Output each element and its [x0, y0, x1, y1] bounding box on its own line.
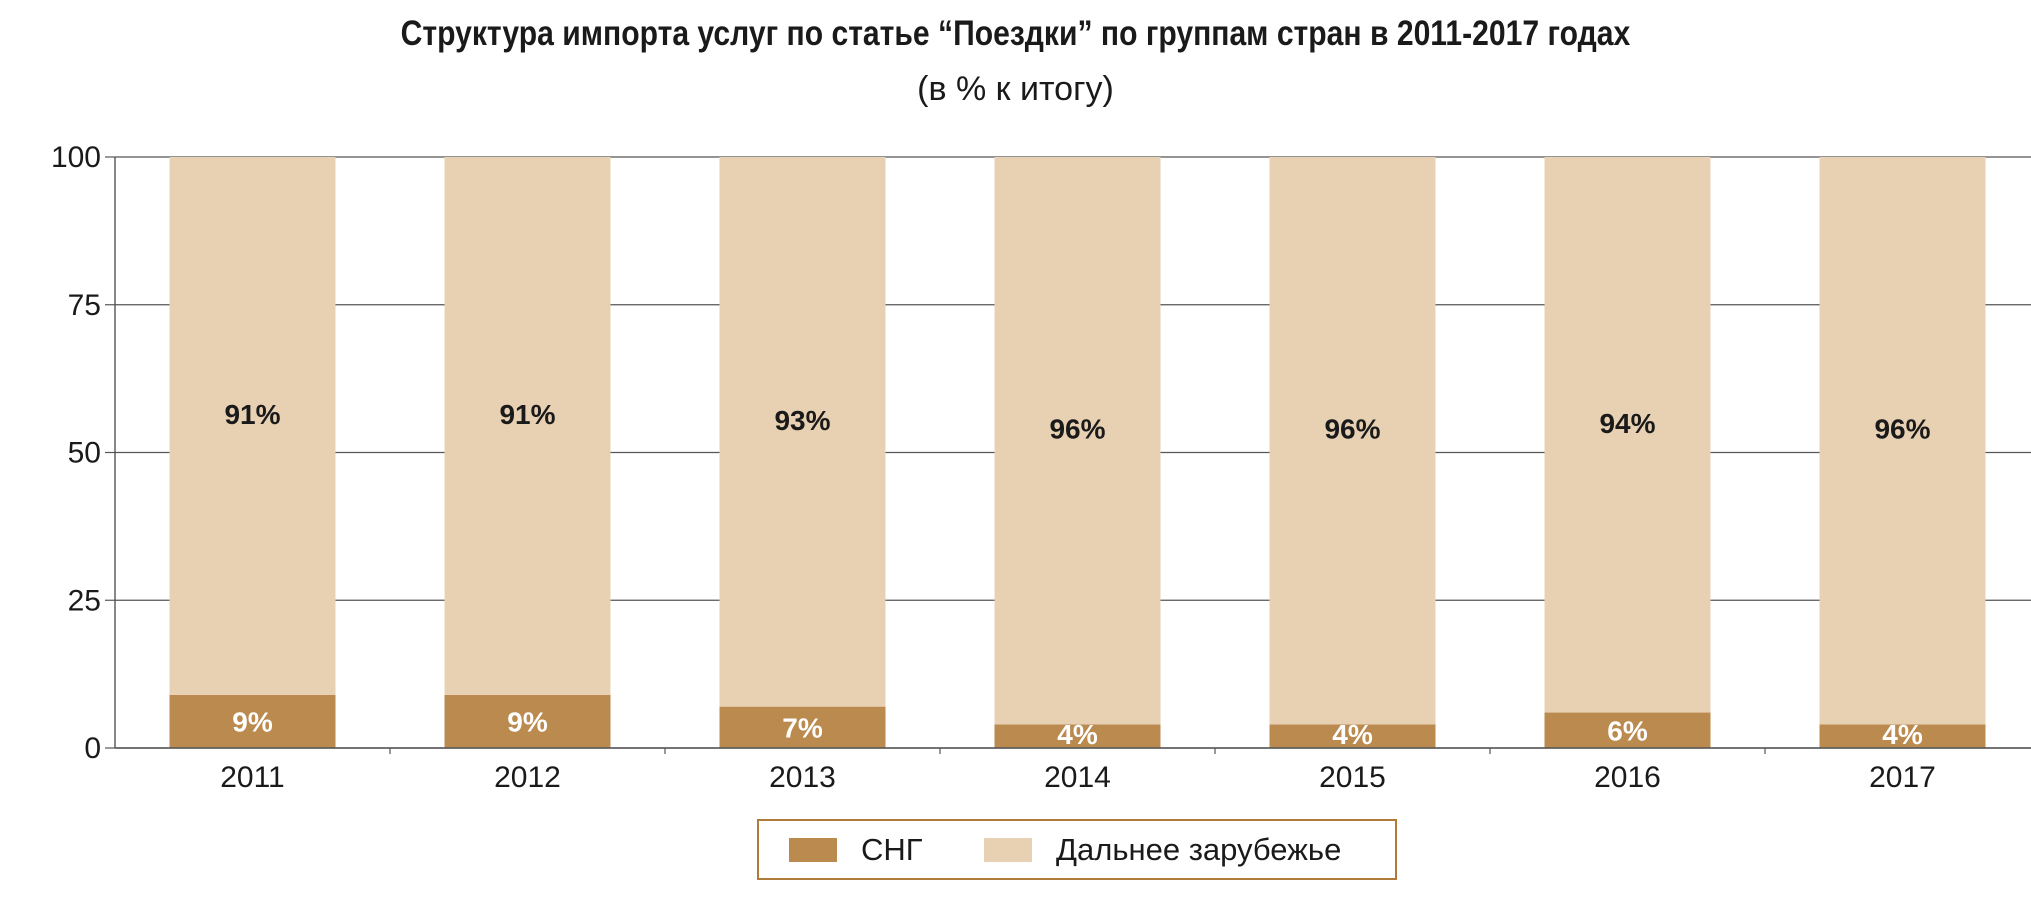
legend-label-cis: СНГ	[861, 831, 923, 867]
data-label: 7%	[782, 712, 823, 743]
bar-segment	[169, 157, 336, 695]
chart-title: Структура импорта услуг по статье “Поезд…	[400, 14, 1631, 53]
y-tick-label: 100	[51, 141, 101, 174]
bar-segment	[994, 724, 1161, 748]
x-tick-label: 2012	[494, 761, 561, 794]
bar-segment	[719, 706, 886, 748]
y-tick-label: 25	[68, 584, 101, 617]
x-tick-label: 2015	[1319, 761, 1386, 794]
x-tick-label: 2011	[220, 761, 285, 794]
axes: 0 25 50 75 100 2011 2012 2013 2014 2015 2016 2017	[51, 141, 2031, 794]
bars	[169, 157, 1986, 748]
x-tick-label: 2017	[1869, 761, 1936, 794]
legend-swatch-far-abroad	[984, 837, 1032, 862]
bar-segment	[1544, 712, 1711, 748]
bar-segment	[994, 157, 1161, 725]
data-label: 4%	[1882, 719, 1923, 750]
legend-item-cis: СНГ	[789, 821, 923, 878]
data-label: 4%	[1057, 719, 1098, 750]
bar-segment	[444, 694, 611, 748]
legend-swatch-cis	[789, 837, 837, 862]
data-label: 4%	[1332, 719, 1373, 750]
legend: СНГ Дальнее зарубежье	[757, 819, 1397, 880]
y-tick-label: 0	[84, 732, 101, 765]
legend-item-far-abroad: Дальнее зарубежье	[984, 821, 1341, 878]
data-label: 93%	[774, 405, 830, 436]
bar-segment	[1819, 157, 1986, 725]
x-tick-label: 2016	[1594, 761, 1661, 794]
bar-segment	[1269, 724, 1436, 748]
x-tick-label: 2013	[769, 761, 836, 794]
data-label: 94%	[1599, 408, 1655, 439]
y-tick-label: 75	[68, 289, 101, 322]
bar-segment	[1819, 724, 1986, 748]
data-labels: 9% 91% 9% 91% 7% 93% 4% 96% 4% 96% 6% 94% 4% 96%	[224, 399, 1930, 750]
data-label: 9%	[232, 706, 273, 737]
data-label: 96%	[1324, 414, 1380, 445]
legend-label-far-abroad: Дальнее зарубежье	[1056, 831, 1342, 867]
data-label: 96%	[1874, 414, 1930, 445]
data-label: 91%	[499, 399, 555, 430]
x-tick-label: 2014	[1044, 761, 1111, 794]
bar-segment	[1269, 157, 1436, 725]
data-label: 9%	[507, 706, 548, 737]
bar-segment	[1544, 157, 1711, 713]
bar-segment	[169, 694, 336, 748]
data-label: 91%	[224, 399, 280, 430]
y-tick-label: 50	[68, 437, 101, 470]
data-label: 96%	[1049, 414, 1105, 445]
bar-segment	[719, 157, 886, 707]
chart-subtitle: (в % к итогу)	[917, 70, 1114, 108]
bar-segment	[444, 157, 611, 695]
data-label: 6%	[1607, 715, 1648, 746]
